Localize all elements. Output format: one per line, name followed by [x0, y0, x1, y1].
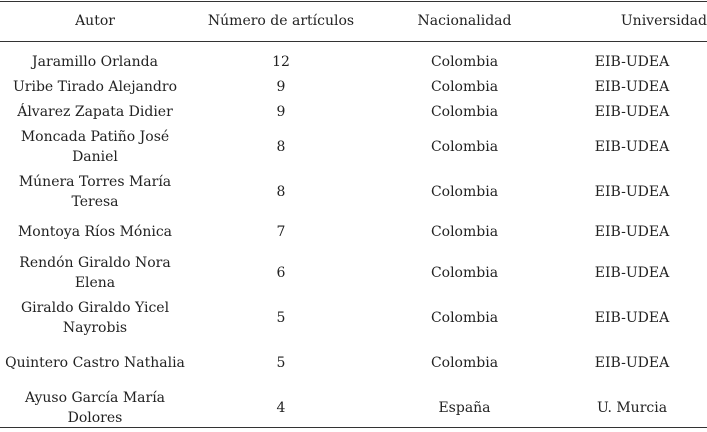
cell-numero-articulos: 5	[276, 354, 286, 371]
cell-universidad: EIB-UDEA	[594, 54, 670, 70]
table-header-rule	[0, 41, 707, 42]
cell-numero-articulos: 7	[276, 224, 286, 240]
cell-universidad: EIB-UDEA	[594, 183, 670, 200]
table-row: Giraldo Giraldo Yicel Nayrobis 5 Colombi…	[0, 295, 707, 340]
column-header-numero-articulos: Número de artículos	[207, 13, 355, 29]
column-header-universidad: Universidad	[620, 13, 707, 29]
cell-universidad: EIB-UDEA	[594, 103, 670, 120]
cell-autor: Ayuso García María Dolores	[24, 389, 166, 426]
column-header-nacionalidad: Nacionalidad	[417, 13, 512, 29]
cell-universidad: EIB-UDEA	[594, 78, 670, 95]
cell-autor: Álvarez Zapata Didier	[17, 103, 173, 120]
cell-numero-articulos: 4	[276, 399, 286, 416]
cell-autor: Quintero Castro Nathalia	[5, 354, 185, 371]
table-row: Uribe Tirado Alejandro 9 Colombia EIB-UD…	[0, 74, 707, 99]
cell-numero-articulos: 9	[276, 78, 286, 95]
table-row: Montoya Ríos Mónica 7 Colombia EIB-UDEA	[0, 214, 707, 250]
cell-universidad: EIB-UDEA	[594, 138, 670, 155]
cell-nacionalidad: España	[438, 399, 491, 416]
table-row: Álvarez Zapata Didier 9 Colombia EIB-UDE…	[0, 99, 707, 124]
table-row: Rendón Giraldo Nora Elena 6 Colombia EIB…	[0, 250, 707, 295]
cell-autor: Uribe Tirado Alejandro	[12, 78, 178, 95]
table-row: Jaramillo Orlanda 12 Colombia EIB-UDEA	[0, 42, 707, 74]
cell-numero-articulos: 5	[276, 309, 286, 326]
table-bottom-rule	[0, 427, 707, 428]
cell-universidad: EIB-UDEA	[594, 309, 670, 326]
cell-nacionalidad: Colombia	[430, 354, 499, 371]
column-header-autor: Autor	[75, 13, 115, 29]
cell-numero-articulos: 12	[272, 54, 290, 70]
table-top-rule	[0, 1, 707, 2]
cell-autor: Múnera Torres María Teresa	[18, 173, 172, 210]
table-row: Moncada Patiño José Daniel 8 Colombia EI…	[0, 124, 707, 169]
cell-universidad: U. Murcia	[596, 399, 668, 416]
table-row: Ayuso García María Dolores 4 España U. M…	[0, 385, 707, 430]
cell-nacionalidad: Colombia	[430, 309, 499, 326]
cell-numero-articulos: 9	[276, 103, 286, 120]
cell-nacionalidad: Colombia	[430, 183, 499, 200]
cell-nacionalidad: Colombia	[430, 54, 499, 70]
cell-autor: Jaramillo Orlanda	[32, 54, 158, 70]
table-header-row: Autor Número de artículos Nacionalidad U…	[0, 0, 707, 42]
cell-numero-articulos: 8	[276, 138, 286, 155]
cell-universidad: EIB-UDEA	[594, 224, 670, 240]
table-row: Quintero Castro Nathalia 5 Colombia EIB-…	[0, 340, 707, 385]
cell-nacionalidad: Colombia	[430, 103, 499, 120]
cell-numero-articulos: 6	[276, 264, 286, 281]
cell-autor: Moncada Patiño José Daniel	[20, 128, 170, 165]
cell-universidad: EIB-UDEA	[594, 264, 670, 281]
cell-nacionalidad: Colombia	[430, 264, 499, 281]
table-row: Múnera Torres María Teresa 8 Colombia EI…	[0, 169, 707, 214]
cell-autor: Montoya Ríos Mónica	[17, 224, 173, 240]
cell-autor: Giraldo Giraldo Yicel Nayrobis	[20, 299, 170, 336]
cell-universidad: EIB-UDEA	[594, 354, 670, 371]
cell-autor: Rendón Giraldo Nora Elena	[19, 254, 171, 291]
cell-numero-articulos: 8	[276, 183, 286, 200]
cell-nacionalidad: Colombia	[430, 138, 499, 155]
cell-nacionalidad: Colombia	[430, 78, 499, 95]
cell-nacionalidad: Colombia	[430, 224, 499, 240]
